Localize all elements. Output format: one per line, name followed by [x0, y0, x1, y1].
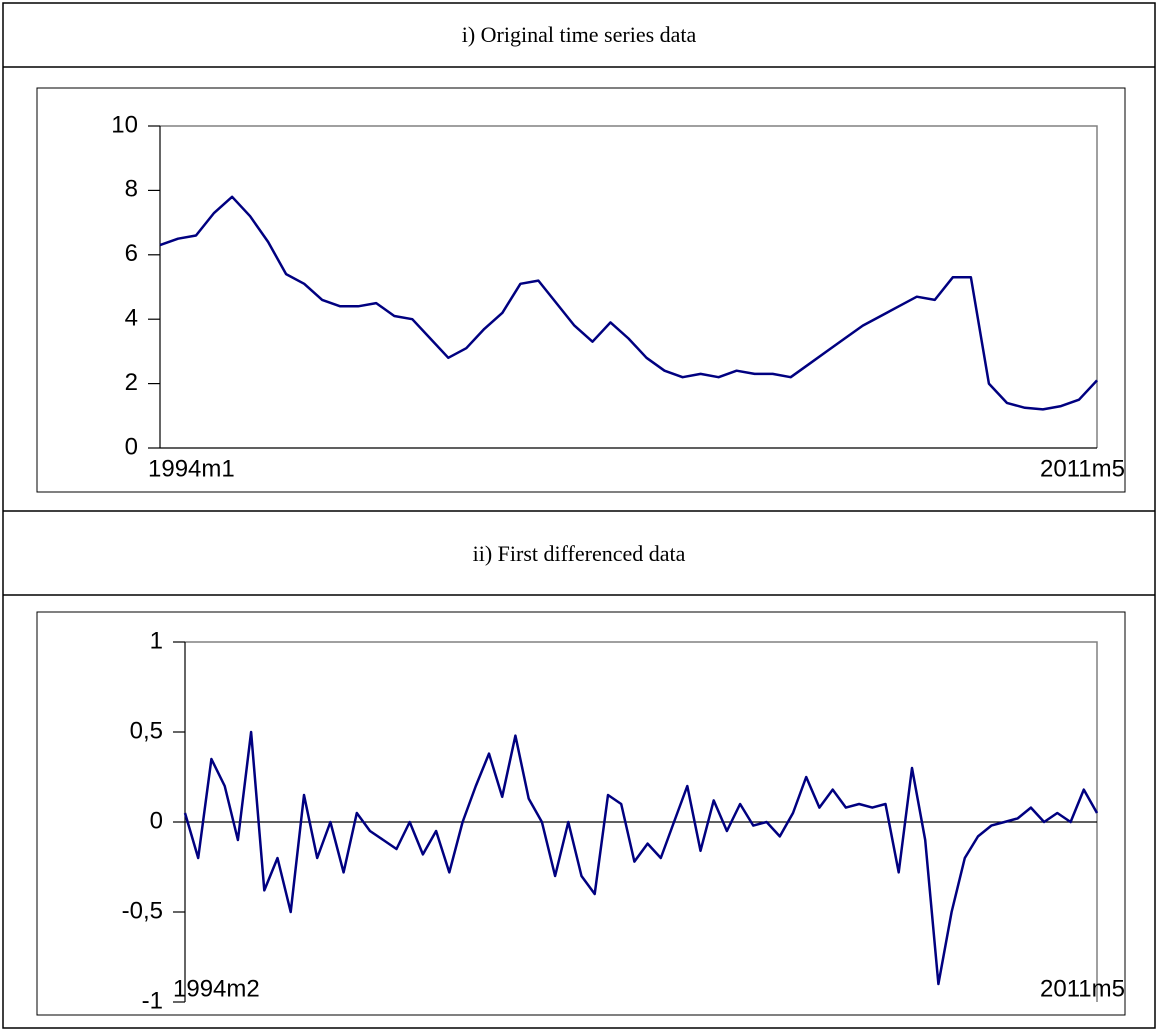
- y-tick-label: 1: [150, 627, 163, 654]
- y-tick-label: 10: [111, 111, 138, 138]
- plot-frame: [160, 125, 1098, 448]
- panel-title: ii) First differenced data: [473, 541, 686, 566]
- data-line: [159, 195, 1098, 411]
- x-tick-label: 1994m2: [173, 975, 260, 1002]
- y-tick-label: 0,5: [130, 717, 163, 744]
- data-line: [183, 730, 1099, 986]
- x-tick-label: 1994m1: [148, 455, 235, 482]
- chart-frame: [36, 87, 1126, 493]
- y-tick-label: 0: [150, 807, 163, 834]
- y-tick-label: -0,5: [122, 897, 163, 924]
- y-tick-label: 2: [125, 369, 138, 396]
- panel-title: i) Original time series data: [462, 22, 697, 47]
- x-tick-label: 2011m5: [1040, 455, 1125, 482]
- y-tick-label: 8: [125, 176, 138, 203]
- y-tick-label: 4: [125, 305, 138, 332]
- y-tick-label: 6: [125, 240, 138, 267]
- y-tick-label: 0: [125, 433, 138, 460]
- chart-frame: [36, 611, 1126, 1016]
- x-tick-label: 2011m5: [1040, 975, 1125, 1002]
- plot-frame: [185, 641, 1098, 1002]
- y-tick-label: -1: [142, 987, 163, 1014]
